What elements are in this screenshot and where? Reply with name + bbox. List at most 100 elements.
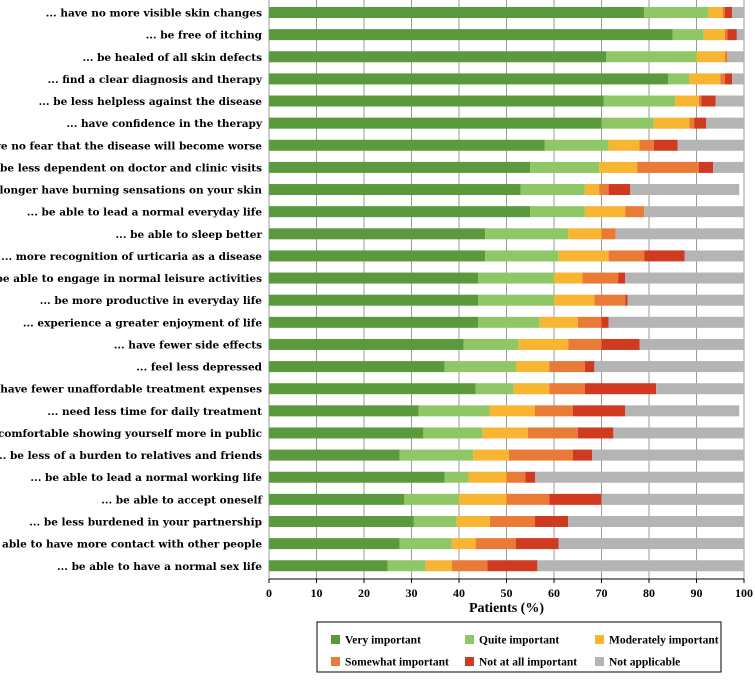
bar-segment	[269, 383, 476, 395]
bar-segment	[558, 250, 609, 262]
category-label: ... be able to have more contact with ot…	[0, 539, 262, 551]
bar-segment	[625, 206, 645, 218]
bar-segment	[594, 294, 626, 306]
bar-segment	[459, 493, 507, 505]
bar-segment	[594, 361, 744, 373]
bar-segment	[608, 139, 640, 151]
legend-swatch	[331, 657, 340, 666]
bar-segment	[630, 184, 740, 196]
bar-segment	[478, 316, 540, 328]
x-tick-label: 60	[548, 586, 560, 600]
bar-segment	[701, 95, 716, 107]
x-axis: 0 10 20 30 40 50 60 70 80 90 100	[266, 578, 753, 600]
legend-label: Quite important	[479, 635, 559, 647]
bar-segment	[475, 383, 514, 395]
bar-segment	[485, 250, 559, 262]
bar-segment	[584, 206, 626, 218]
bar-segment	[549, 361, 585, 373]
legend-swatch	[595, 635, 604, 644]
bar-segment	[675, 95, 699, 107]
grid-lines	[268, 0, 745, 579]
bar-segment	[577, 316, 602, 328]
bar-segment	[573, 405, 626, 417]
x-tick-label: 10	[311, 586, 323, 600]
x-tick-label: 0	[266, 586, 272, 600]
bar-segment	[644, 206, 744, 218]
bar-segment	[653, 117, 690, 129]
bar-segment	[601, 493, 744, 505]
bar-segment	[269, 538, 400, 550]
bar-segment	[520, 184, 585, 196]
bar-segment	[535, 471, 744, 483]
bar-segment	[584, 361, 595, 373]
bar-segment	[544, 139, 609, 151]
bar-segment	[539, 316, 578, 328]
bar-segment	[656, 383, 744, 395]
category-label: ... be able to have a normal sex life	[57, 561, 262, 573]
bar-segment	[706, 117, 744, 129]
bar-segment	[537, 560, 744, 572]
bar-segment	[601, 117, 654, 129]
bar-segment	[732, 7, 744, 18]
bar-segment	[568, 228, 602, 240]
bar-segment	[549, 493, 602, 505]
legend-swatch	[331, 635, 340, 644]
bar-segment	[668, 73, 690, 85]
bar-segment	[608, 250, 645, 262]
bar-segment	[639, 338, 744, 350]
bar-segment	[530, 206, 585, 218]
category-label: ... feel less depressed	[136, 362, 262, 374]
category-labels: ... have no more visible skin changes...…	[0, 8, 263, 573]
bar-segment	[269, 405, 419, 417]
x-tick-label: 40	[453, 586, 465, 600]
bar-segment	[725, 29, 728, 41]
bar-segment	[672, 29, 704, 41]
bar-segment	[269, 449, 400, 461]
category-label: ... more recognition of urticaria as a d…	[1, 251, 262, 263]
bar-segment	[269, 161, 531, 173]
bar-segment	[584, 184, 600, 196]
bar-segment	[535, 515, 569, 527]
bar-segment	[269, 471, 445, 483]
bar-segment	[463, 338, 519, 350]
legend-box	[316, 621, 722, 673]
bar-segment	[689, 117, 695, 129]
bar-segment	[269, 338, 464, 350]
legend-label: Not at all important	[479, 657, 577, 669]
bar-segment	[625, 405, 740, 417]
bar-segment	[482, 427, 528, 439]
bar-segment	[269, 515, 414, 527]
bar-segment	[599, 161, 638, 173]
category-label: ... be free of itching	[146, 30, 263, 42]
bar-segment	[736, 29, 744, 41]
bar-segment	[732, 73, 744, 85]
bar-segment	[269, 427, 424, 439]
bar-segment	[599, 184, 609, 196]
bar-segment	[516, 361, 550, 373]
legend-label: Moderately important	[609, 635, 719, 647]
bar-segment	[625, 272, 744, 284]
bar-segment	[725, 73, 733, 85]
bar-segment	[478, 294, 554, 306]
bar-segment	[696, 51, 725, 63]
bar-segment	[269, 117, 602, 129]
bar-segment	[606, 51, 697, 63]
bar-segment	[269, 206, 531, 218]
bar-segment	[508, 449, 573, 461]
bar-segment	[558, 538, 744, 550]
bar-segment	[425, 560, 452, 572]
bar-segment	[535, 405, 573, 417]
legend: Very important Quite important Moderately …	[316, 621, 722, 673]
category-label: ... experience a greater enjoyment of li…	[23, 317, 263, 329]
bar-segment	[568, 515, 744, 527]
bar-segment	[608, 184, 630, 196]
category-label: ... have fewer unaffordable treatment ex…	[0, 384, 262, 396]
bar-segment	[684, 250, 744, 262]
bar-segment	[554, 294, 595, 306]
x-tick-label: 20	[358, 586, 370, 600]
bar-segment	[269, 228, 486, 240]
bar-segment	[644, 250, 685, 262]
bar-segment	[637, 161, 699, 173]
x-tick-label: 70	[596, 586, 608, 600]
